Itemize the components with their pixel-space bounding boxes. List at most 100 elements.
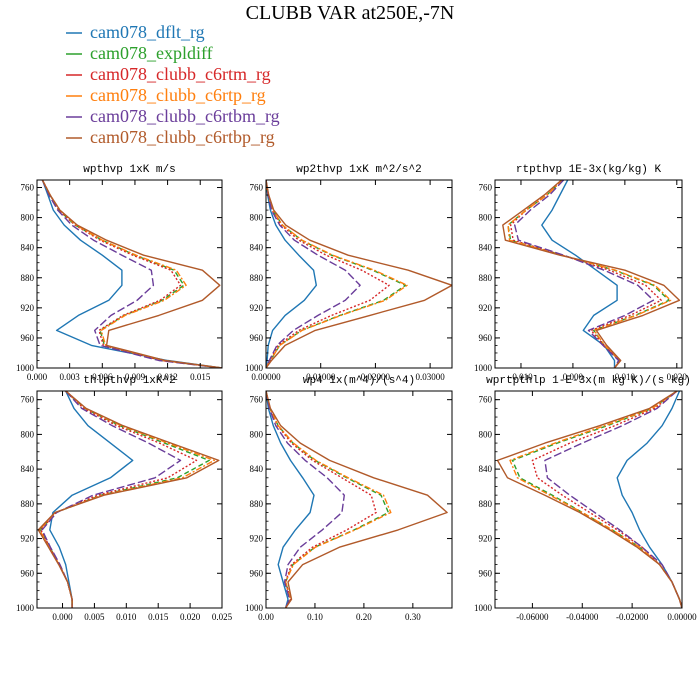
series-line bbox=[266, 180, 452, 368]
legend-swatch bbox=[66, 115, 82, 118]
series-line bbox=[502, 180, 681, 368]
plot-frame bbox=[265, 179, 453, 369]
series-line bbox=[39, 391, 210, 608]
y-tick-label: 880 bbox=[479, 499, 493, 509]
legend-entry: cam078_dflt_rg bbox=[66, 22, 205, 43]
x-tick-label: 0.10 bbox=[307, 612, 323, 622]
x-tick-label: -0.04000 bbox=[566, 612, 599, 622]
legend-swatch bbox=[66, 136, 82, 139]
legend-entry: cam078_clubb_c6rtp_rg bbox=[66, 85, 266, 106]
x-tick-label: 0.010 bbox=[116, 612, 137, 622]
plot-frame bbox=[494, 390, 683, 609]
legend-label: cam078_expldiff bbox=[90, 43, 213, 63]
series-line bbox=[41, 180, 222, 368]
legend-label: cam078_clubb_c6rtp_rg bbox=[90, 85, 266, 105]
figure-title: CLUBB VAR at250E,-7N bbox=[245, 2, 455, 24]
series-line bbox=[266, 391, 377, 608]
x-tick-label: -0.06000 bbox=[516, 612, 549, 622]
series-line bbox=[41, 180, 222, 368]
panel-1: wpthvp 1xK m/s76080084088092096010000.00… bbox=[16, 164, 223, 382]
panel-title: thlpthvp 1xK^2 bbox=[83, 375, 175, 387]
y-tick-label: 960 bbox=[479, 333, 493, 343]
series-line bbox=[266, 180, 390, 368]
y-tick-label: 880 bbox=[250, 273, 264, 283]
x-tick-label: 0.00000 bbox=[667, 612, 697, 622]
series-line bbox=[514, 180, 655, 368]
panel-3: rtpthvp 1E-3x(kg/kg) K 760 800 840 880 920 960… bbox=[474, 164, 687, 382]
legend-entry: cam078_clubb_c6rtm_rg bbox=[66, 64, 271, 85]
y-tick-label: 840 bbox=[479, 464, 493, 474]
x-tick-label: 0.025 bbox=[212, 612, 233, 622]
y-tick-label: 840 bbox=[479, 243, 493, 253]
series-line bbox=[531, 391, 682, 608]
panel-5: wp4 1x(m^4)/(s^4)76080084088092096010000… bbox=[245, 375, 453, 622]
legend-entry: cam078_expldiff bbox=[66, 43, 213, 64]
y-tick-label: 760 bbox=[479, 183, 493, 193]
y-tick-label: 920 bbox=[21, 534, 35, 544]
panel-4: thlpthvp 1xK^2 760 800 840 880 920 960 1000 0.00… bbox=[16, 375, 233, 622]
series-line bbox=[509, 391, 682, 608]
series-line bbox=[541, 180, 618, 368]
x-tick-label: 0.000 bbox=[563, 372, 584, 382]
legend-entry: cam078_clubb_c6rtbp_rg bbox=[66, 127, 275, 148]
legend-label: cam078_clubb_c6rtbm_rg bbox=[90, 106, 280, 126]
x-tick-label: 0.30 bbox=[405, 612, 421, 622]
y-tick-label: 880 bbox=[21, 499, 35, 509]
plot-frame bbox=[494, 179, 683, 369]
series-line bbox=[41, 180, 222, 368]
series-line bbox=[496, 391, 682, 608]
y-tick-label: 840 bbox=[250, 243, 264, 253]
x-tick-label: 0.010 bbox=[615, 372, 636, 382]
y-tick-label: 800 bbox=[21, 213, 35, 223]
x-tick-label: 0.020 bbox=[180, 612, 201, 622]
x-tick-label: 0.006 bbox=[92, 372, 113, 382]
x-tick-label: 0.005 bbox=[84, 612, 105, 622]
legend-label: cam078_dflt_rg bbox=[90, 22, 205, 42]
x-tick-label: 0.020 bbox=[667, 372, 688, 382]
panel-title: wpthvp 1xK m/s bbox=[83, 164, 175, 176]
y-tick-label: 920 bbox=[479, 303, 493, 313]
panel-title: wp2thvp 1xK m^2/s^2 bbox=[296, 164, 421, 176]
series-line bbox=[41, 180, 222, 368]
y-tick-label: 880 bbox=[21, 273, 35, 283]
y-tick-label: 920 bbox=[250, 303, 264, 313]
series-line bbox=[266, 180, 361, 368]
series-line bbox=[507, 180, 672, 368]
series-line bbox=[266, 391, 448, 608]
y-tick-label: 1000 bbox=[16, 363, 35, 373]
y-tick-label: 760 bbox=[21, 183, 35, 193]
legend-swatch bbox=[66, 73, 82, 76]
x-tick-label: 0.000 bbox=[27, 372, 48, 382]
legend-swatch bbox=[66, 94, 82, 97]
series-line bbox=[266, 180, 317, 368]
legend-entry: cam078_clubb_c6rtbm_rg bbox=[66, 106, 280, 127]
y-tick-label: 800 bbox=[21, 429, 35, 439]
x-tick-label: 0.009 bbox=[125, 372, 146, 382]
plot-frame bbox=[36, 390, 223, 609]
y-tick-label: 960 bbox=[250, 568, 264, 578]
y-tick-label: 760 bbox=[21, 395, 35, 405]
series-line bbox=[544, 391, 682, 608]
panel-title: wprtpthlp 1-E-3x(m kg K)/(s kg) bbox=[486, 375, 691, 387]
y-tick-label: 760 bbox=[479, 395, 493, 405]
panel-6: wprtpthlp 1-E-3x(m kg K)/(s kg) 760 800 840… bbox=[474, 375, 697, 622]
x-tick-label: 0.015 bbox=[148, 612, 169, 622]
series-line bbox=[511, 391, 682, 608]
y-tick-label: 840 bbox=[21, 243, 35, 253]
y-tick-label: 880 bbox=[479, 273, 493, 283]
x-tick-label: 0.03000 bbox=[415, 372, 445, 382]
y-tick-label: 1000 bbox=[474, 603, 493, 613]
y-tick-label: 1000 bbox=[474, 363, 493, 373]
panel-title: wp4 1x(m^4)/(s^4) bbox=[303, 375, 415, 387]
y-tick-label: 960 bbox=[21, 333, 35, 343]
x-tick-label: 0.20 bbox=[356, 612, 372, 622]
legend: cam078_dflt_rg cam078_expldiff cam078_club… bbox=[66, 22, 386, 150]
series-line bbox=[41, 180, 222, 368]
x-tick-label: 0.015 bbox=[190, 372, 211, 382]
x-tick-label: 0.02000 bbox=[361, 372, 391, 382]
y-tick-label: 760 bbox=[250, 395, 264, 405]
series-line bbox=[266, 391, 392, 608]
panel-2: wp2thvp 1xK m^2/s^2 760 800 840 880 920 960 100… bbox=[245, 164, 453, 382]
y-tick-label: 960 bbox=[479, 568, 493, 578]
y-tick-label: 920 bbox=[479, 534, 493, 544]
